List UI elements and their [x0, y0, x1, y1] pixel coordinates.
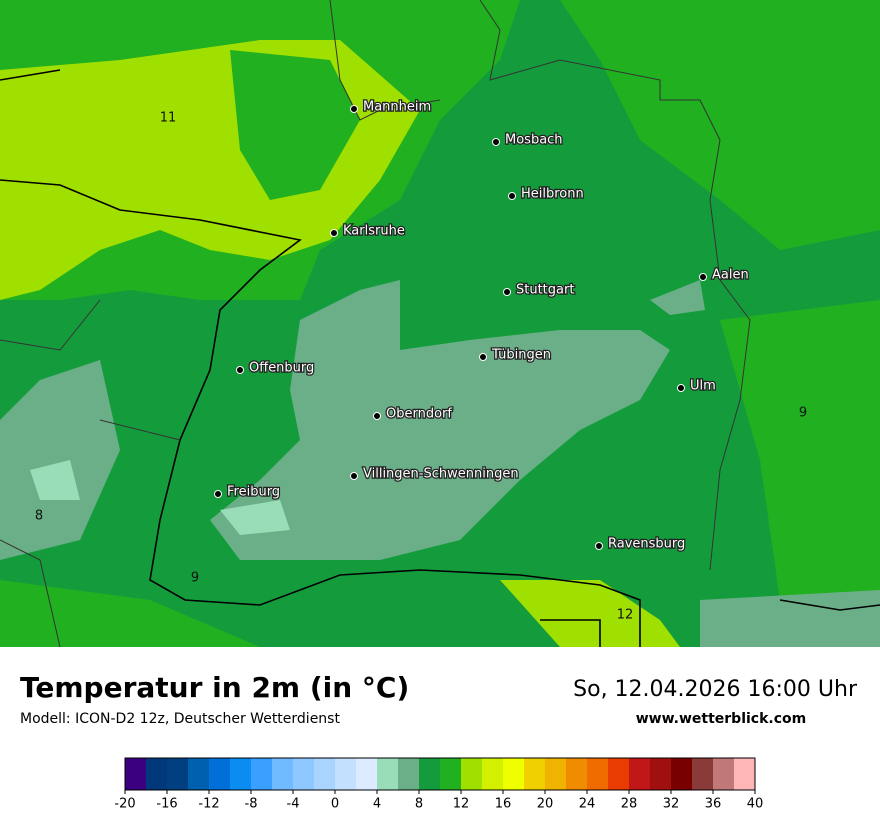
colorbar-tick-label: 40 [747, 797, 764, 812]
colorbar-bin [251, 758, 272, 790]
colorbar-bin [713, 758, 734, 790]
colorbar-tick-label: 20 [537, 797, 554, 812]
colorbar-bin [587, 758, 608, 790]
city-label: Stuttgart [516, 283, 574, 298]
map-background [0, 0, 880, 647]
city-label: Ulm [690, 379, 716, 394]
colorbar-tick-label: 32 [663, 797, 680, 812]
colorbar-bin [230, 758, 251, 790]
colorbar-bin [734, 758, 755, 790]
title: Temperatur in 2m (in °C) [20, 671, 409, 704]
city-dot [350, 105, 358, 113]
website: www.wetterblick.com [636, 711, 807, 727]
colorbar-bin [629, 758, 650, 790]
footer-background [0, 647, 880, 830]
city-dot [503, 288, 511, 296]
colorbar-bin [293, 758, 314, 790]
city-label: Freiburg [227, 485, 280, 500]
district-borders [0, 0, 751, 648]
colorbar-bin [608, 758, 629, 790]
colorbar-tick-label: 8 [415, 797, 423, 812]
city-dot [699, 273, 707, 281]
city-label: Villingen-Schwenningen [363, 467, 519, 482]
colorbar-tick-label: -20 [114, 797, 135, 812]
city-label: Tübingen [491, 348, 551, 363]
colorbar-bin [188, 758, 209, 790]
model: Modell: ICON-D2 12z, Deutscher Wetterdie… [20, 711, 340, 727]
city-label: Heilbronn [521, 187, 584, 202]
city-dot [330, 229, 338, 237]
colorbar-frame [124, 757, 756, 791]
colorbar-tick-label: 36 [705, 797, 722, 812]
city-dot [373, 412, 381, 420]
colorbar-tick-label: 16 [495, 797, 512, 812]
city-label: Mosbach [505, 133, 563, 148]
colorbar-tick-label: -8 [245, 797, 258, 812]
contour-label: 8 [35, 509, 43, 524]
city-dot [214, 490, 222, 498]
colorbar-bin [167, 758, 188, 790]
colorbar-bin [335, 758, 356, 790]
colorbar-bin [125, 758, 146, 790]
colorbar-tick-label: 28 [621, 797, 638, 812]
city-dot [677, 384, 685, 392]
city-label: Offenburg [249, 361, 314, 376]
contour-label: 12 [617, 608, 634, 623]
colorbar-bin [419, 758, 440, 790]
colorbar-tick-label: 0 [331, 797, 339, 812]
colorbar-bin [671, 758, 692, 790]
colorbar-bin [461, 758, 482, 790]
colorbar-bin [377, 758, 398, 790]
city-dot [508, 192, 516, 200]
city-dot [350, 472, 358, 480]
colorbar-bin [272, 758, 293, 790]
colorbar-bin [209, 758, 230, 790]
city-label: Mannheim [363, 100, 431, 115]
colorbar-bin [314, 758, 335, 790]
contour-label: 9 [191, 571, 199, 586]
datetime: So, 12.04.2026 16:00 Uhr [573, 677, 858, 702]
colorbar-bin [692, 758, 713, 790]
contour-label: 9 [799, 406, 807, 421]
colorbar-bin [482, 758, 503, 790]
city-dot [236, 366, 244, 374]
city-dot [492, 138, 500, 146]
contour-label: 11 [160, 111, 177, 126]
city-label: Ravensburg [608, 537, 685, 552]
colorbar-bin [545, 758, 566, 790]
colorbar-bin [398, 758, 419, 790]
colorbar-bin [146, 758, 167, 790]
colorbar-tick-label: -4 [287, 797, 300, 812]
colorbar-bin [503, 758, 524, 790]
colorbar-bin [440, 758, 461, 790]
colorbar-tick-label: -12 [198, 797, 219, 812]
colorbar-bin [524, 758, 545, 790]
city-label: Aalen [712, 268, 749, 283]
colorbar-tick-label: 12 [453, 797, 470, 812]
city-dot [479, 353, 487, 361]
colorbar-tick-label: -16 [156, 797, 177, 812]
colorbar-tick-label: 24 [579, 797, 596, 812]
borders [0, 69, 880, 647]
city-dot [595, 542, 603, 550]
city-label: Karlsruhe [343, 224, 405, 239]
colorbar-bin [566, 758, 587, 790]
colorbar-tick-label: 4 [373, 797, 381, 812]
colorbar-bin [650, 758, 671, 790]
colorbar-bin [356, 758, 377, 790]
city-label: Oberndorf [386, 407, 452, 422]
